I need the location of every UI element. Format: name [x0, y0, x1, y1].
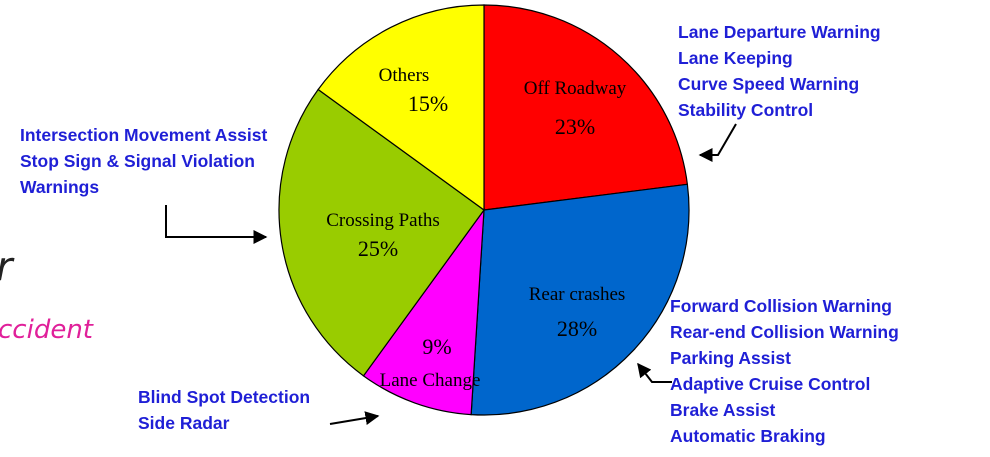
annotation-line: Forward Collision Warning: [670, 296, 892, 316]
annotation-line: Stop Sign & Signal Violation: [20, 151, 255, 171]
annotation-line: Blind Spot Detection: [138, 387, 310, 407]
annotation-line: Adaptive Cruise Control: [670, 374, 870, 394]
pie-slice: [483, 4, 689, 211]
pie-slice: [362, 207, 485, 416]
annotation-line: Warnings: [20, 177, 99, 197]
arrow: [329, 411, 380, 425]
annotation-line: Intersection Movement Assist: [20, 125, 268, 145]
slice-value-label: 15%: [408, 91, 448, 116]
annotation-line: Lane Keeping: [678, 48, 793, 68]
annotation-line: Lane Departure Warning: [678, 22, 881, 42]
annotation-line: Stability Control: [678, 100, 813, 120]
cropped-text: r: [0, 244, 15, 290]
slice-label: Rear crashes: [529, 284, 626, 305]
arrow: [698, 123, 737, 162]
slice-value-label: 23%: [555, 114, 595, 139]
arrow: [165, 205, 268, 244]
arrow: [637, 362, 672, 383]
pie: [278, 4, 690, 416]
pie-slice: [317, 4, 485, 212]
slice-label: Lane Change: [380, 370, 481, 391]
slice-label: Others: [379, 65, 430, 86]
pie-slice: [470, 183, 690, 416]
slice-label: Crossing Paths: [326, 210, 440, 231]
slice-label: Off Roadway: [524, 78, 627, 99]
annotation-line: Rear-end Collision Warning: [670, 322, 899, 342]
slice-value-label: 28%: [557, 316, 597, 341]
cropped-text: ccident: [0, 315, 94, 345]
annotation-line: Curve Speed Warning: [678, 74, 859, 94]
annotation-line: Brake Assist: [670, 400, 776, 420]
slice-value-label: 25%: [358, 236, 398, 261]
annotation-line: Side Radar: [138, 413, 230, 433]
pie-slice: [278, 88, 485, 377]
annotation-line: Parking Assist: [670, 348, 791, 368]
annotation-line: Automatic Braking: [670, 426, 826, 446]
slice-value-label: 9%: [422, 334, 451, 359]
